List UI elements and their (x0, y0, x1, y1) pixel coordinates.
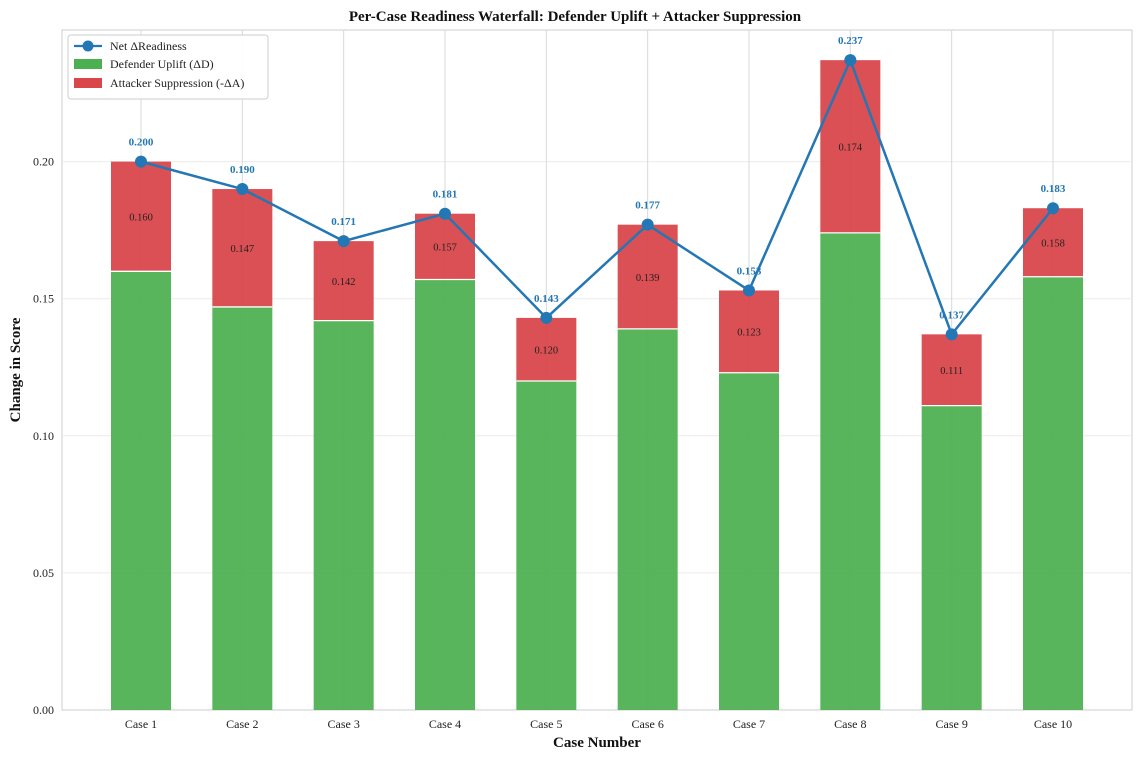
bars-layer (111, 60, 1083, 710)
defender-uplift-bar (212, 306, 273, 710)
net-value-label: 0.137 (939, 309, 964, 321)
x-tick-label: Case 9 (936, 717, 968, 731)
legend: Net ΔReadiness Defender Uplift (ΔD) Atta… (67, 34, 269, 100)
defender-value-label: 0.157 (433, 243, 457, 254)
legend-box (67, 34, 269, 100)
defender-value-label: 0.120 (535, 345, 559, 356)
net-value-label: 0.237 (838, 35, 863, 47)
y-tick-label: 0.20 (33, 155, 54, 169)
attacker-suppression-bar (313, 241, 374, 321)
defender-value-label: 0.123 (737, 328, 761, 339)
x-axis-title: Case Number (553, 735, 641, 751)
defender-value-label: 0.160 (129, 212, 153, 223)
attacker-suppression-bar (516, 317, 577, 381)
attacker-suppression-bar (212, 189, 273, 307)
y-tick-label: 0.10 (33, 429, 54, 443)
x-tick-label: Case 7 (733, 717, 765, 731)
defender-uplift-bar (820, 232, 881, 710)
defender-value-label: 0.174 (839, 143, 863, 154)
net-readiness-point (135, 155, 147, 168)
attacker-suppression-bar (415, 213, 475, 280)
legend-defender-swatch (74, 59, 102, 69)
attacker-suppression-bar (820, 60, 881, 233)
legend-attacker-label: Attacker Suppression (-ΔA) (110, 76, 244, 90)
net-value-label: 0.183 (1041, 183, 1066, 195)
net-readiness-point (641, 218, 654, 231)
net-value-label: 0.190 (230, 164, 255, 176)
net-value-label: 0.181 (433, 189, 458, 201)
defender-uplift-bar (617, 328, 678, 710)
defender-value-label: 0.142 (332, 277, 356, 288)
net-readiness-point (1047, 202, 1059, 215)
defender-uplift-bar (719, 372, 779, 710)
legend-net-label: Net ΔReadiness (110, 39, 187, 53)
defender-uplift-bar (1023, 276, 1083, 710)
net-readiness-point (844, 54, 857, 67)
legend-defender-label: Defender Uplift (ΔD) (110, 57, 214, 71)
net-readiness-line (140, 58, 1054, 336)
net-readiness-point (236, 183, 249, 196)
net-readiness-point (337, 235, 350, 248)
defender-uplift-bar (921, 405, 982, 710)
defender-uplift-bar (111, 271, 171, 710)
y-tick-label: 0.00 (33, 703, 54, 717)
attacker-suppression-bar (921, 334, 982, 406)
legend-attacker-swatch (74, 78, 102, 88)
net-value-label: 0.153 (737, 265, 762, 277)
net-readiness-point (439, 207, 451, 220)
x-tick-label: Case 1 (125, 717, 157, 731)
attacker-suppression-bar (1023, 208, 1083, 277)
x-tick-label: Case 8 (834, 717, 866, 731)
defender-value-label: 0.111 (940, 366, 963, 377)
x-tick-label: Case 10 (1034, 717, 1072, 731)
net-line-layer (135, 54, 1059, 341)
labels-layer: 0.160 0.147 0.142 0.157 0.120 0.139 0.123 0.174… (129, 35, 1066, 377)
defender-value-label: 0.147 (231, 244, 255, 255)
attacker-suppression-bar (719, 290, 779, 373)
net-value-label: 0.171 (331, 216, 356, 228)
x-tick-label: Case 4 (429, 717, 461, 731)
defender-value-label: 0.158 (1041, 239, 1065, 250)
defender-uplift-bar (313, 320, 374, 710)
net-value-label: 0.177 (635, 200, 660, 212)
net-readiness-point (540, 311, 553, 324)
defender-uplift-bar (415, 279, 475, 710)
chart-title: Per-Case Readiness Waterfall: Defender U… (349, 9, 802, 25)
y-axis-title: Change in Score (8, 317, 24, 422)
x-tick-label: Case 6 (632, 717, 664, 731)
x-tick-label: Case 5 (530, 717, 562, 731)
x-tick-label: Case 2 (226, 717, 258, 731)
net-readiness-point (945, 328, 958, 341)
y-tick-label: 0.05 (33, 566, 54, 580)
defender-uplift-bar (516, 380, 577, 710)
axis-layer: 0.00 0.05 0.10 0.15 0.20 Case 1 Case 2 Case 3 Ca… (33, 155, 1072, 731)
defender-value-label: 0.139 (636, 273, 660, 284)
net-readiness-point (743, 284, 755, 297)
y-tick-label: 0.15 (33, 292, 54, 306)
x-tick-label: Case 3 (328, 717, 360, 731)
legend-net-marker (82, 40, 94, 52)
net-value-label: 0.200 (129, 137, 154, 149)
net-value-label: 0.143 (534, 293, 559, 305)
attacker-suppression-bar (111, 161, 171, 272)
